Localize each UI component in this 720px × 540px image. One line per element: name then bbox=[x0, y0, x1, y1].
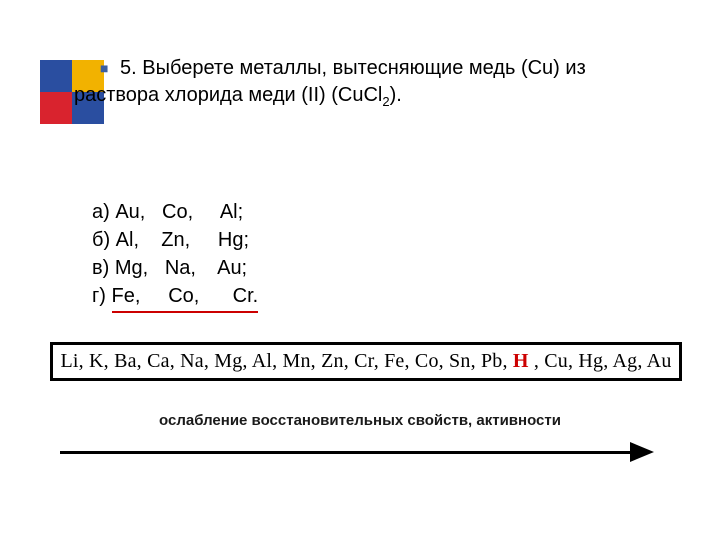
series-suffix: , Cu, Hg, Ag, Au bbox=[529, 350, 672, 372]
arrow-head-icon bbox=[630, 442, 654, 462]
question-block: ■ 5. Выберете металлы, вытесняющие медь … bbox=[100, 55, 660, 109]
option-d: г) Fe, Co, Cr. bbox=[92, 285, 258, 307]
deco-square bbox=[40, 92, 72, 124]
question-line-2-suffix: ). bbox=[390, 84, 402, 106]
series-caption: ослабление восстановительных свойств, ак… bbox=[50, 412, 670, 429]
option-d-underlined: Fe, Co, Cr. bbox=[112, 282, 259, 313]
arrow-line bbox=[60, 451, 630, 454]
series-arrow bbox=[60, 443, 660, 463]
activity-series: Li, K, Ba, Ca, Na, Mg, Al, Mn, Zn, Cr, F… bbox=[50, 342, 682, 381]
series-prefix: Li, K, Ba, Ca, Na, Mg, Al, Mn, Zn, Cr, F… bbox=[60, 350, 512, 372]
bullet-icon: ■ bbox=[100, 60, 108, 76]
option-c: в) Mg, Na, Au; bbox=[92, 257, 247, 279]
chem-subscript: 2 bbox=[382, 94, 389, 109]
option-b: б) Al, Zn, Hg; bbox=[92, 229, 249, 251]
deco-square bbox=[40, 60, 72, 92]
question-line-1: 5. Выберете металлы, вытесняющие медь (C… bbox=[120, 57, 586, 79]
answer-options: а) Au, Co, Al; б) Al, Zn, Hg; в) Mg, Na,… bbox=[92, 170, 258, 313]
question-line-2: раствора хлорида меди (II) (CuCl2). bbox=[74, 84, 402, 106]
series-hydrogen: H bbox=[513, 350, 529, 372]
option-a: а) Au, Co, Al; bbox=[92, 201, 243, 223]
question-line-2-prefix: раствора хлорида меди (II) (CuCl bbox=[74, 84, 382, 106]
option-d-label: г) bbox=[92, 285, 112, 307]
